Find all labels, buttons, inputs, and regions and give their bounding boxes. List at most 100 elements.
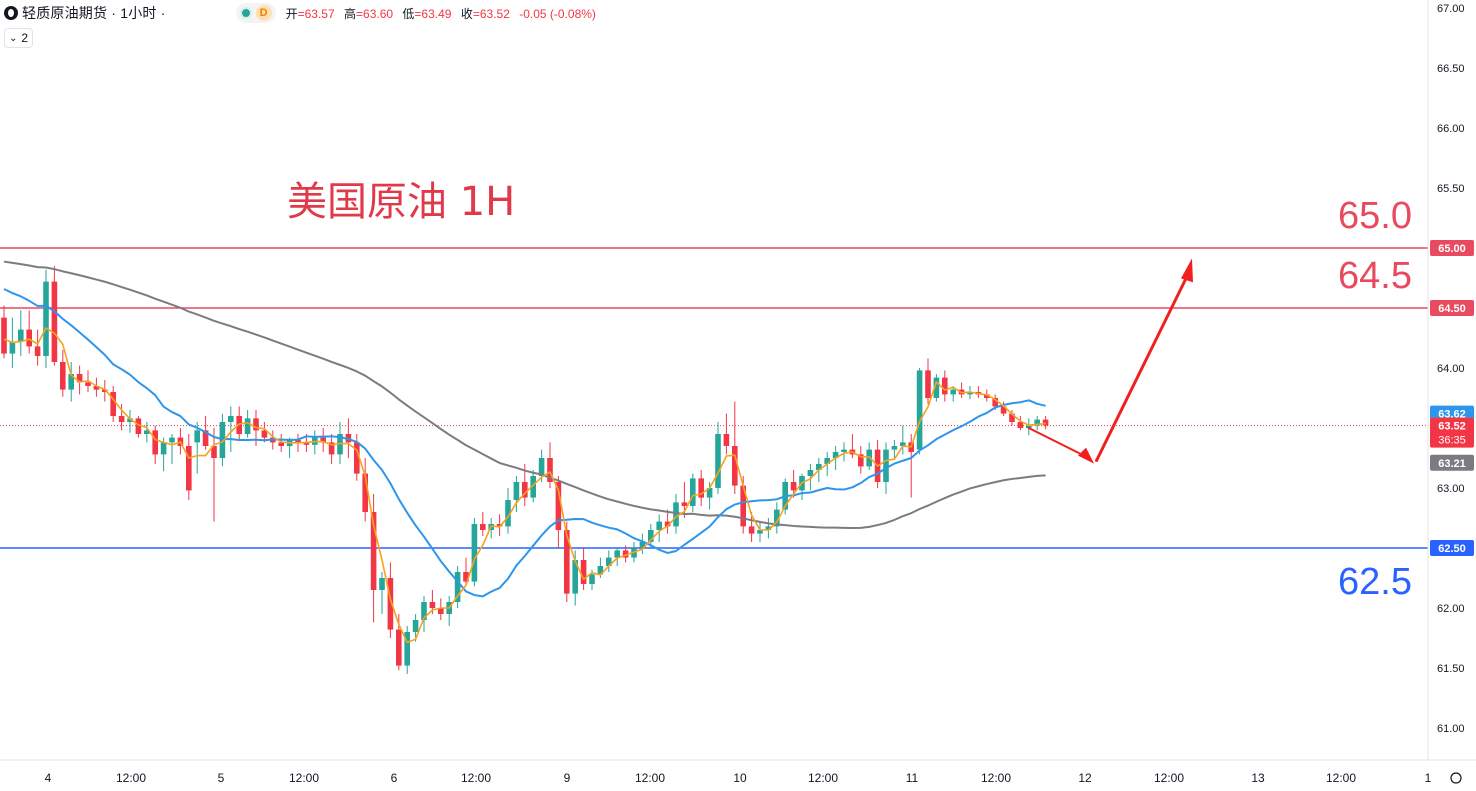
candle-body: [1034, 419, 1040, 426]
y-tick-label: 61.50: [1437, 663, 1465, 675]
ohlc-high-value: =63.60: [356, 6, 394, 21]
candle-body: [757, 530, 763, 534]
y-tick-label: 62.00: [1437, 603, 1465, 615]
x-tick-label: 4: [45, 771, 52, 785]
candle-body: [379, 578, 385, 590]
candle-body: [152, 430, 158, 455]
candle-body: [169, 437, 175, 443]
candle-body: [194, 430, 200, 443]
candle-body: [715, 434, 721, 488]
candle-body: [505, 500, 511, 527]
candle-body: [328, 442, 335, 455]
candle-body: [614, 550, 620, 558]
candle-body: [93, 386, 100, 390]
x-tick-label: 12:00: [808, 771, 838, 785]
candle-body: [723, 434, 730, 446]
x-tick-label: 12:00: [1154, 771, 1184, 785]
chart-header: 轻质原油期货 · 1小时 · D 开=63.57 高=63.60 低=63.49…: [0, 0, 602, 26]
candle-body: [429, 602, 436, 608]
rally-arrowhead-icon: [1181, 258, 1193, 283]
candle-body: [1009, 413, 1015, 422]
x-tick-label: 10: [733, 771, 747, 785]
y-tick-label: 65.50: [1437, 183, 1465, 195]
y-tick-label: 61.00: [1437, 723, 1465, 735]
candle-body: [228, 416, 234, 422]
candle-body: [471, 524, 478, 582]
candle-body: [135, 418, 142, 434]
candle-body: [950, 389, 956, 395]
market-status[interactable]: D: [235, 3, 276, 23]
indicators-collapse-button[interactable]: ⌄ 2: [4, 28, 34, 48]
level-badge-label: 64.50: [1438, 303, 1466, 315]
candle-body: [992, 398, 998, 407]
candle-body: [564, 530, 570, 594]
candle-body: [513, 482, 520, 500]
candle-body: [354, 442, 360, 474]
x-tick-label: 12:00: [116, 771, 146, 785]
candle-body: [370, 512, 377, 590]
candle-body: [530, 476, 536, 498]
ohlc-close-label: 收: [460, 6, 473, 21]
candle-body: [967, 392, 973, 395]
current-price-badge: [1430, 417, 1474, 448]
settings-gear-icon[interactable]: [1450, 772, 1462, 784]
candle-body: [127, 418, 133, 422]
candle-body: [732, 446, 738, 486]
candle-body: [387, 578, 394, 630]
x-tick-label: 11: [906, 771, 919, 785]
candle-body: [421, 602, 427, 620]
candle-body: [933, 377, 940, 398]
candle-body: [774, 509, 780, 527]
ohlc-high-label: 高: [344, 6, 357, 21]
candle-body: [102, 389, 108, 392]
candle-body: [900, 442, 906, 446]
candle-body: [555, 482, 562, 530]
candle-body: [362, 473, 368, 512]
candle-body: [404, 632, 410, 666]
level-annotation-62.5: 62.5: [1338, 561, 1412, 603]
x-tick-label: 12:00: [289, 771, 319, 785]
pullback-arrowhead-icon: [1078, 447, 1094, 464]
candle-body: [1026, 425, 1032, 428]
candle-body: [244, 418, 251, 434]
ohlc-open-value: =63.57: [297, 6, 335, 21]
candle-body: [34, 346, 41, 356]
candle-body: [68, 374, 74, 390]
candle-body: [60, 362, 66, 390]
candle-body: [589, 574, 595, 584]
candle-body: [26, 329, 32, 347]
candle-body: [706, 488, 713, 498]
candle-body: [76, 374, 83, 383]
candle-body: [984, 394, 990, 398]
pullback-arrow-line: [1027, 426, 1089, 459]
chart-title: 美国原油 1H: [287, 179, 515, 225]
candle-body: [547, 458, 553, 482]
candle-body: [295, 440, 301, 443]
candle-body: [942, 377, 948, 395]
ma-fast-line: [3, 327, 1046, 644]
candle-body: [522, 482, 528, 498]
candle-body: [580, 560, 587, 584]
price-badge-label: 63.21: [1438, 458, 1466, 470]
candle-body: [278, 442, 284, 446]
candle-body: [925, 370, 931, 398]
symbol-title[interactable]: 轻质原油期货 · 1小时 ·: [22, 5, 166, 21]
candle-body: [186, 446, 192, 491]
candle-body: [1017, 422, 1024, 428]
candle-body: [648, 530, 654, 542]
candle-body: [538, 458, 545, 476]
candle-body: [18, 329, 24, 342]
level-badge: [1430, 300, 1474, 316]
candle-body: [496, 524, 503, 527]
candle-body: [160, 442, 167, 455]
candle-body: [454, 572, 461, 602]
level-annotation-65.0: 65.0: [1338, 195, 1412, 237]
candle-body: [883, 449, 889, 482]
candle-body: [681, 502, 688, 506]
y-tick-label: 66.00: [1437, 123, 1465, 135]
x-tick-label: 12:00: [1326, 771, 1356, 785]
indicators-count: 2: [21, 31, 29, 45]
candle-body: [320, 437, 326, 443]
candle-body: [110, 392, 116, 416]
